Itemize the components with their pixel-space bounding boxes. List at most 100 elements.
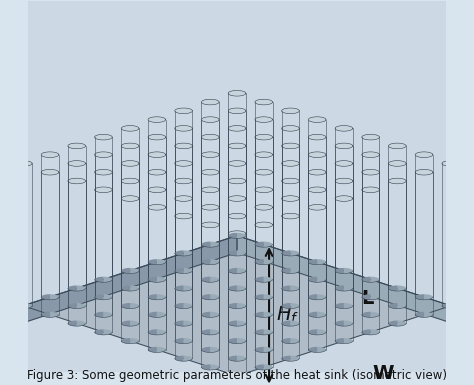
- Polygon shape: [148, 134, 166, 140]
- Polygon shape: [201, 222, 210, 370]
- Polygon shape: [175, 196, 183, 344]
- Polygon shape: [442, 161, 460, 166]
- Polygon shape: [148, 152, 157, 300]
- Polygon shape: [41, 152, 50, 300]
- Polygon shape: [148, 169, 166, 175]
- Polygon shape: [344, 161, 353, 309]
- Polygon shape: [95, 187, 103, 335]
- Polygon shape: [389, 161, 406, 166]
- Polygon shape: [95, 152, 112, 157]
- Polygon shape: [237, 236, 451, 323]
- Polygon shape: [371, 152, 379, 300]
- Polygon shape: [264, 204, 273, 352]
- Polygon shape: [228, 108, 246, 114]
- Polygon shape: [255, 99, 264, 247]
- Polygon shape: [41, 169, 50, 317]
- Polygon shape: [424, 152, 433, 300]
- Polygon shape: [201, 204, 219, 210]
- Polygon shape: [228, 231, 237, 379]
- Polygon shape: [344, 126, 353, 273]
- Polygon shape: [130, 126, 139, 273]
- Polygon shape: [157, 204, 165, 352]
- Polygon shape: [335, 196, 344, 344]
- Polygon shape: [255, 169, 264, 317]
- Polygon shape: [201, 169, 210, 317]
- Polygon shape: [121, 126, 130, 273]
- Polygon shape: [175, 126, 192, 131]
- Polygon shape: [309, 169, 317, 317]
- Polygon shape: [264, 222, 273, 370]
- Polygon shape: [68, 143, 77, 291]
- Polygon shape: [309, 134, 326, 140]
- Polygon shape: [228, 213, 237, 361]
- Polygon shape: [264, 134, 273, 282]
- Polygon shape: [148, 117, 166, 122]
- Polygon shape: [148, 204, 166, 210]
- Polygon shape: [175, 161, 183, 309]
- Polygon shape: [291, 143, 299, 291]
- Polygon shape: [148, 152, 166, 157]
- Polygon shape: [201, 134, 219, 140]
- Polygon shape: [389, 161, 397, 309]
- Polygon shape: [255, 152, 264, 300]
- Polygon shape: [389, 143, 397, 291]
- Polygon shape: [255, 187, 264, 335]
- Polygon shape: [309, 204, 326, 210]
- Polygon shape: [237, 143, 246, 291]
- Polygon shape: [77, 143, 85, 291]
- Polygon shape: [424, 169, 433, 317]
- Polygon shape: [68, 178, 77, 326]
- Polygon shape: [282, 196, 299, 201]
- Polygon shape: [362, 152, 371, 300]
- Polygon shape: [317, 134, 326, 282]
- Polygon shape: [335, 196, 353, 201]
- Polygon shape: [68, 143, 85, 149]
- Polygon shape: [175, 196, 192, 201]
- Polygon shape: [121, 143, 139, 149]
- Polygon shape: [201, 117, 210, 265]
- Polygon shape: [362, 187, 371, 335]
- Polygon shape: [157, 169, 165, 317]
- Polygon shape: [201, 99, 219, 105]
- Polygon shape: [228, 161, 237, 309]
- Polygon shape: [121, 178, 139, 184]
- Polygon shape: [183, 178, 192, 326]
- Polygon shape: [95, 134, 112, 140]
- Polygon shape: [228, 196, 246, 201]
- Polygon shape: [344, 143, 353, 291]
- Polygon shape: [255, 204, 264, 352]
- Polygon shape: [157, 117, 165, 265]
- Polygon shape: [362, 152, 379, 157]
- Polygon shape: [282, 161, 299, 166]
- Polygon shape: [255, 117, 264, 265]
- Polygon shape: [148, 134, 157, 282]
- Polygon shape: [23, 236, 451, 376]
- Polygon shape: [255, 222, 273, 228]
- Polygon shape: [415, 169, 433, 175]
- Polygon shape: [291, 126, 299, 273]
- Polygon shape: [14, 161, 23, 309]
- Polygon shape: [183, 213, 192, 361]
- Polygon shape: [282, 213, 291, 361]
- Polygon shape: [335, 161, 353, 166]
- Polygon shape: [201, 204, 210, 352]
- Polygon shape: [95, 169, 103, 317]
- Polygon shape: [95, 187, 112, 192]
- Polygon shape: [175, 143, 192, 149]
- Polygon shape: [317, 117, 326, 265]
- Polygon shape: [130, 196, 139, 344]
- Polygon shape: [415, 152, 433, 157]
- Polygon shape: [77, 178, 85, 326]
- Polygon shape: [148, 187, 166, 192]
- Polygon shape: [68, 161, 85, 166]
- Polygon shape: [121, 161, 139, 166]
- Polygon shape: [362, 187, 379, 192]
- Polygon shape: [282, 143, 299, 149]
- Polygon shape: [335, 178, 353, 184]
- Polygon shape: [335, 143, 353, 149]
- Polygon shape: [210, 187, 219, 335]
- Polygon shape: [228, 126, 246, 131]
- Polygon shape: [50, 152, 59, 300]
- Polygon shape: [255, 204, 273, 210]
- Polygon shape: [210, 99, 219, 247]
